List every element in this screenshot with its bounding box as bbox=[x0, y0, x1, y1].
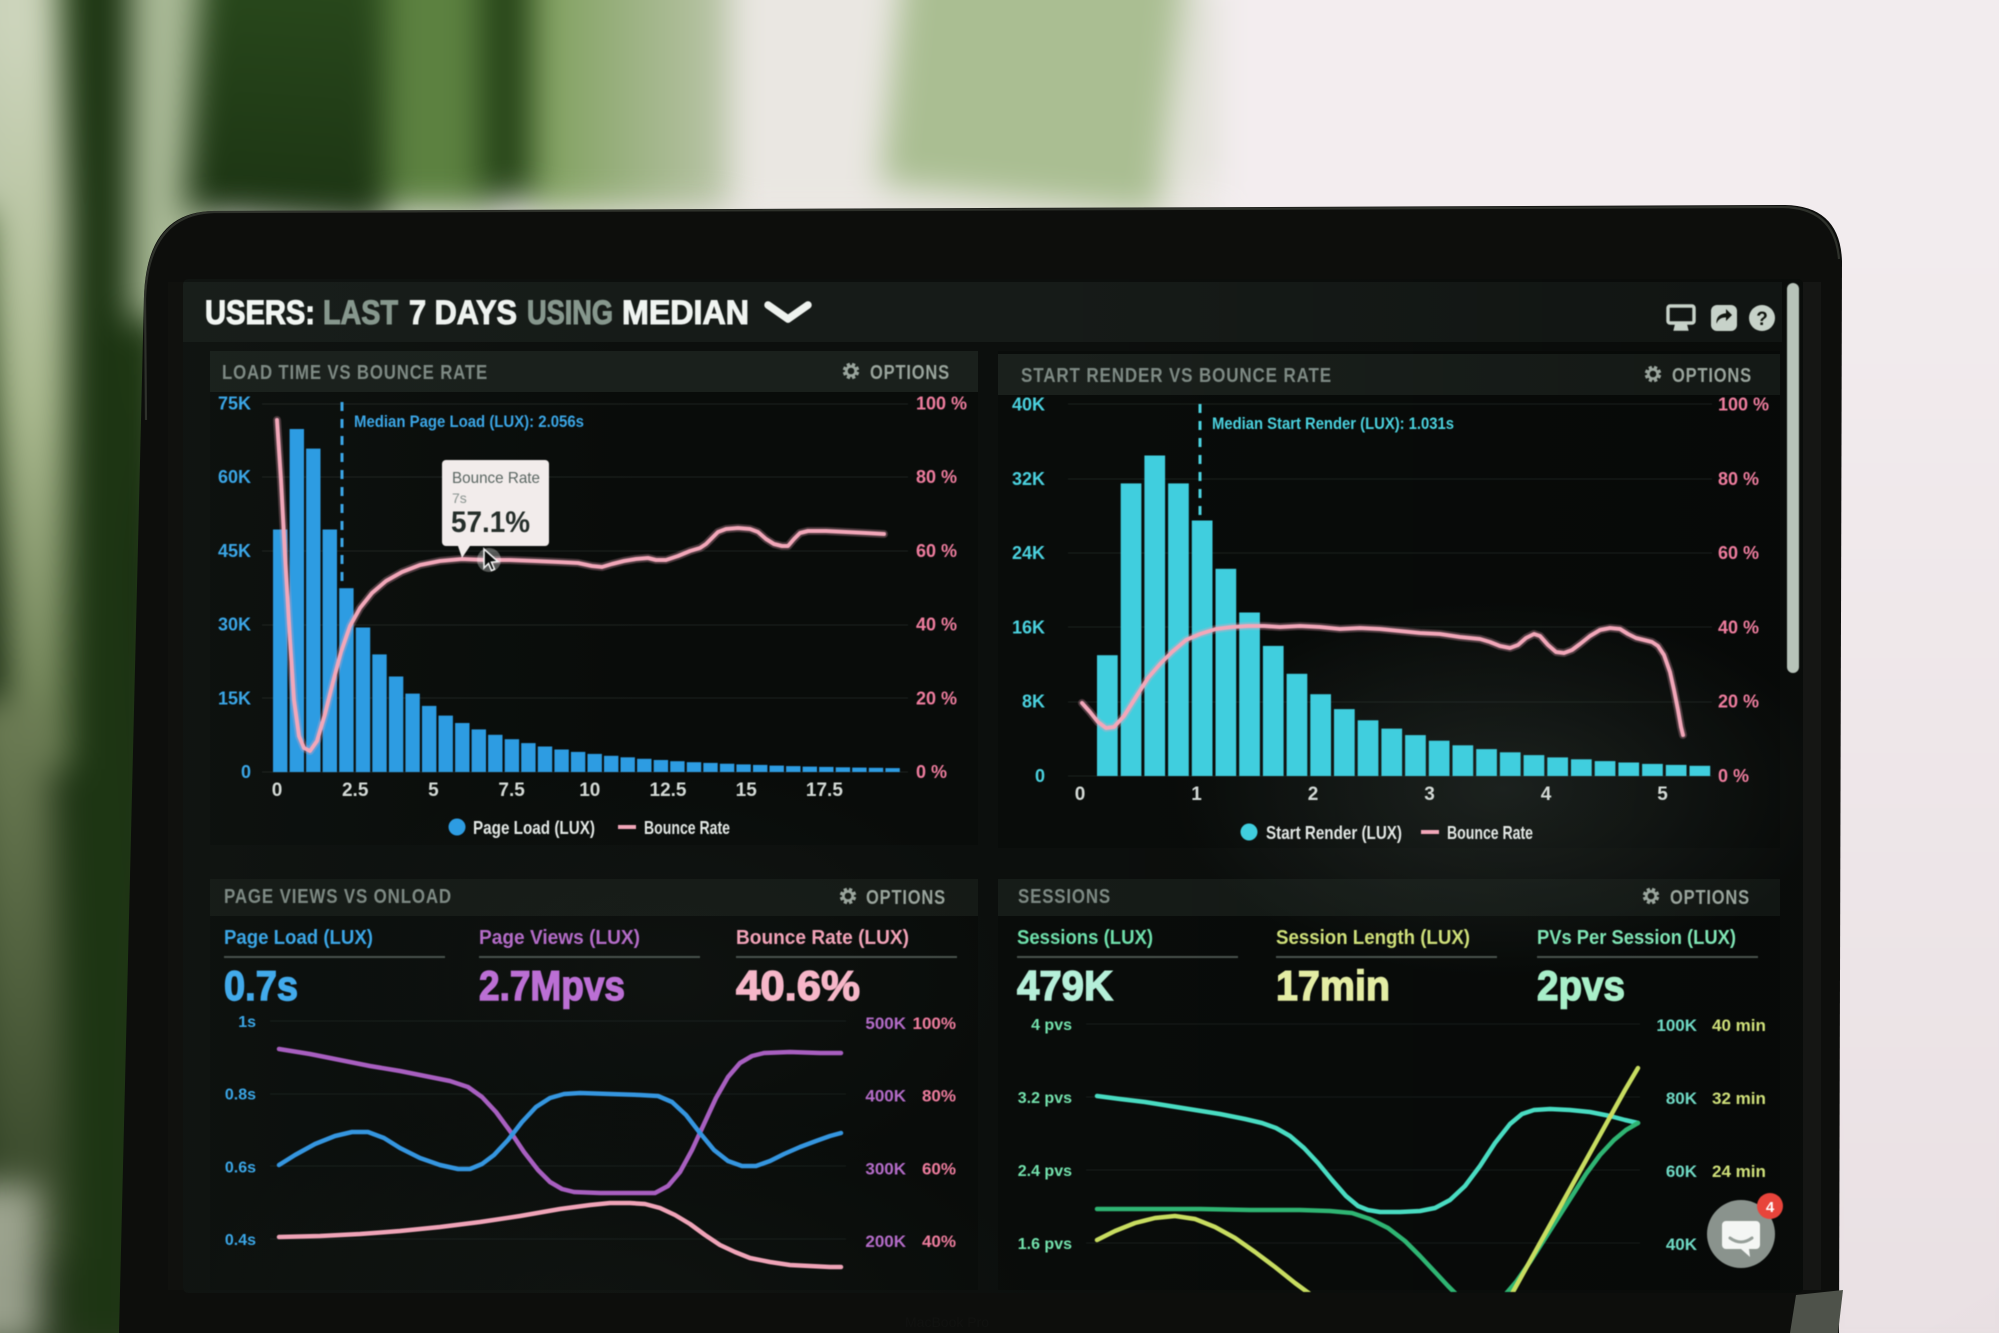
svg-text:5: 5 bbox=[428, 780, 439, 801]
svg-text:7 DAYS: 7 DAYS bbox=[409, 294, 517, 332]
svg-text:100K: 100K bbox=[1656, 1016, 1697, 1035]
svg-text:32 min: 32 min bbox=[1712, 1089, 1766, 1108]
svg-text:15K: 15K bbox=[218, 688, 251, 708]
svg-text:40 min: 40 min bbox=[1712, 1016, 1766, 1035]
svg-text:400K: 400K bbox=[865, 1087, 906, 1106]
svg-text:3: 3 bbox=[1424, 784, 1435, 805]
svg-text:40 %: 40 % bbox=[1718, 617, 1759, 637]
svg-text:4 pvs: 4 pvs bbox=[1031, 1017, 1072, 1034]
svg-text:40 %: 40 % bbox=[916, 615, 957, 635]
svg-text:3.2 pvs: 3.2 pvs bbox=[1018, 1090, 1072, 1107]
svg-text:45K: 45K bbox=[218, 541, 251, 561]
svg-text:40%: 40% bbox=[922, 1232, 956, 1251]
svg-text:30K: 30K bbox=[218, 615, 251, 635]
svg-text:Bounce Rate (LUX): Bounce Rate (LUX) bbox=[736, 927, 909, 949]
svg-text:479K: 479K bbox=[1017, 962, 1113, 1009]
svg-text:500K: 500K bbox=[865, 1014, 906, 1033]
svg-text:40K: 40K bbox=[1666, 1235, 1698, 1254]
svg-text:LAST: LAST bbox=[323, 294, 398, 332]
svg-text:0: 0 bbox=[1075, 784, 1086, 805]
svg-text:0: 0 bbox=[272, 780, 283, 801]
svg-text:Page Views (LUX): Page Views (LUX) bbox=[479, 927, 640, 949]
svg-text:20 %: 20 % bbox=[1718, 692, 1759, 712]
svg-text:12.5: 12.5 bbox=[650, 780, 687, 801]
svg-text:60K: 60K bbox=[1666, 1162, 1698, 1181]
svg-text:80%: 80% bbox=[922, 1087, 956, 1106]
svg-text:100 %: 100 % bbox=[1718, 395, 1769, 415]
svg-text:USING: USING bbox=[527, 294, 613, 332]
svg-text:Session Length (LUX): Session Length (LUX) bbox=[1276, 927, 1470, 949]
svg-text:PAGE VIEWS VS ONLOAD: PAGE VIEWS VS ONLOAD bbox=[224, 886, 452, 908]
svg-text:80 %: 80 % bbox=[1718, 469, 1759, 489]
svg-text:20 %: 20 % bbox=[916, 688, 957, 708]
svg-text:40.6%: 40.6% bbox=[736, 962, 860, 1009]
svg-text:MEDIAN: MEDIAN bbox=[622, 294, 749, 332]
svg-text:15: 15 bbox=[736, 780, 758, 801]
svg-text:1s: 1s bbox=[238, 1014, 256, 1031]
svg-text:5: 5 bbox=[1657, 784, 1668, 805]
svg-text:2.5: 2.5 bbox=[342, 780, 369, 801]
svg-text:Median Page Load (LUX): 2.056s: Median Page Load (LUX): 2.056s bbox=[354, 412, 584, 431]
svg-text:MacBook Pro: MacBook Pro bbox=[905, 1314, 989, 1330]
svg-text:2pvs: 2pvs bbox=[1537, 962, 1625, 1009]
svg-text:Bounce Rate: Bounce Rate bbox=[452, 470, 540, 487]
svg-text:17min: 17min bbox=[1276, 962, 1390, 1009]
svg-text:7.5: 7.5 bbox=[498, 780, 525, 801]
svg-text:SESSIONS: SESSIONS bbox=[1018, 886, 1111, 908]
svg-text:24 min: 24 min bbox=[1712, 1162, 1766, 1181]
svg-text:OPTIONS: OPTIONS bbox=[870, 362, 950, 384]
svg-text:57.1%: 57.1% bbox=[451, 506, 530, 539]
svg-text:100%: 100% bbox=[913, 1014, 956, 1033]
svg-text:300K: 300K bbox=[865, 1159, 906, 1178]
svg-text:0.8s: 0.8s bbox=[225, 1087, 256, 1104]
svg-text:0 %: 0 % bbox=[1718, 766, 1749, 786]
svg-text:Bounce Rate: Bounce Rate bbox=[644, 818, 730, 838]
svg-text:16K: 16K bbox=[1012, 617, 1045, 637]
svg-text:2.4 pvs: 2.4 pvs bbox=[1018, 1163, 1072, 1180]
svg-text:USERS:: USERS: bbox=[205, 294, 315, 332]
svg-text:OPTIONS: OPTIONS bbox=[1670, 887, 1750, 909]
svg-text:24K: 24K bbox=[1012, 543, 1045, 563]
svg-text:Page Load (LUX): Page Load (LUX) bbox=[224, 927, 373, 949]
svg-text:OPTIONS: OPTIONS bbox=[866, 887, 946, 909]
svg-text:2.7Mpvs: 2.7Mpvs bbox=[479, 962, 625, 1009]
svg-text:4: 4 bbox=[1766, 1199, 1775, 1216]
svg-text:40K: 40K bbox=[1012, 395, 1045, 415]
svg-text:OPTIONS: OPTIONS bbox=[1672, 365, 1752, 387]
svg-text:0.6s: 0.6s bbox=[225, 1159, 256, 1176]
svg-text:Median Start Render (LUX): 1.0: Median Start Render (LUX): 1.031s bbox=[1212, 414, 1454, 433]
svg-text:4: 4 bbox=[1541, 784, 1552, 805]
svg-text:Start Render (LUX): Start Render (LUX) bbox=[1266, 823, 1402, 843]
svg-text:0.7s: 0.7s bbox=[224, 962, 298, 1009]
svg-text:START RENDER VS BOUNCE RATE: START RENDER VS BOUNCE RATE bbox=[1021, 365, 1332, 387]
svg-text:8K: 8K bbox=[1022, 692, 1045, 712]
svg-text:10: 10 bbox=[579, 780, 600, 801]
svg-text:LOAD TIME VS BOUNCE RATE: LOAD TIME VS BOUNCE RATE bbox=[222, 362, 488, 384]
svg-text:1.6 pvs: 1.6 pvs bbox=[1018, 1236, 1072, 1253]
svg-text:1: 1 bbox=[1191, 784, 1202, 805]
svg-text:17.5: 17.5 bbox=[806, 780, 843, 801]
svg-text:60%: 60% bbox=[922, 1159, 956, 1178]
svg-text:7s: 7s bbox=[452, 490, 467, 506]
svg-text:75K: 75K bbox=[218, 394, 251, 414]
svg-text:60K: 60K bbox=[218, 467, 251, 487]
svg-text:200K: 200K bbox=[865, 1232, 906, 1251]
svg-text:0.4s: 0.4s bbox=[225, 1232, 256, 1249]
svg-text:2: 2 bbox=[1308, 784, 1319, 805]
svg-text:60 %: 60 % bbox=[916, 541, 957, 561]
svg-text:80K: 80K bbox=[1666, 1089, 1698, 1108]
svg-text:?: ? bbox=[1756, 309, 1768, 330]
svg-text:60 %: 60 % bbox=[1718, 543, 1759, 563]
svg-text:PVs Per Session (LUX): PVs Per Session (LUX) bbox=[1537, 927, 1736, 949]
svg-text:Sessions (LUX): Sessions (LUX) bbox=[1017, 927, 1153, 949]
svg-text:80 %: 80 % bbox=[916, 467, 957, 487]
svg-text:0: 0 bbox=[1035, 766, 1045, 786]
svg-text:0: 0 bbox=[241, 762, 251, 782]
svg-text:32K: 32K bbox=[1012, 469, 1045, 489]
svg-text:Bounce Rate: Bounce Rate bbox=[1447, 823, 1533, 843]
svg-text:0 %: 0 % bbox=[916, 762, 947, 782]
svg-text:100 %: 100 % bbox=[916, 394, 967, 414]
svg-text:Page Load (LUX): Page Load (LUX) bbox=[473, 818, 595, 838]
